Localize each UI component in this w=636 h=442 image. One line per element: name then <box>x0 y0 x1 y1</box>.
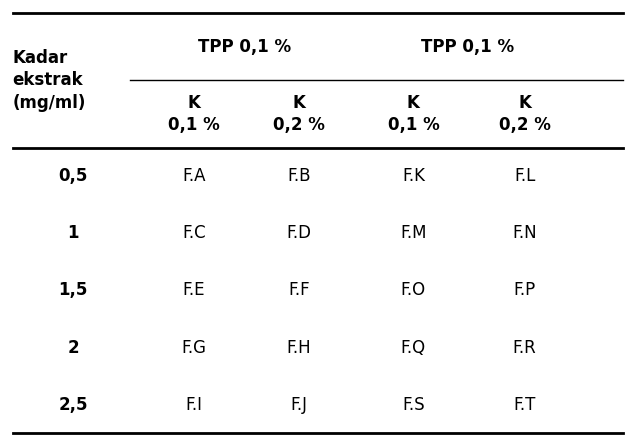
Text: K
0,2 %: K 0,2 % <box>273 94 325 134</box>
Text: K
0,1 %: K 0,1 % <box>387 94 439 134</box>
Text: F.I: F.I <box>186 396 202 414</box>
Text: TPP 0,1 %: TPP 0,1 % <box>421 38 514 56</box>
Text: F.D: F.D <box>286 224 312 242</box>
Text: 2,5: 2,5 <box>59 396 88 414</box>
Text: F.K: F.K <box>402 167 425 185</box>
Text: F.N: F.N <box>513 224 537 242</box>
Text: F.H: F.H <box>287 339 311 357</box>
Text: F.S: F.S <box>402 396 425 414</box>
Text: F.M: F.M <box>400 224 427 242</box>
Text: F.O: F.O <box>401 282 426 299</box>
Text: 2: 2 <box>67 339 79 357</box>
Text: F.F: F.F <box>288 282 310 299</box>
Text: TPP 0,1 %: TPP 0,1 % <box>198 38 291 56</box>
Text: F.G: F.G <box>181 339 207 357</box>
Text: F.L: F.L <box>514 167 536 185</box>
Text: F.A: F.A <box>183 167 205 185</box>
Text: F.T: F.T <box>513 396 536 414</box>
Text: F.R: F.R <box>513 339 537 357</box>
Text: F.E: F.E <box>183 282 205 299</box>
Text: F.C: F.C <box>182 224 206 242</box>
Text: K
0,2 %: K 0,2 % <box>499 94 551 134</box>
Text: 0,5: 0,5 <box>59 167 88 185</box>
Text: K
0,1 %: K 0,1 % <box>168 94 220 134</box>
Text: F.Q: F.Q <box>401 339 426 357</box>
Text: 1: 1 <box>67 224 79 242</box>
Text: F.B: F.B <box>287 167 310 185</box>
Text: Kadar
ekstrak
(mg/ml): Kadar ekstrak (mg/ml) <box>13 49 86 112</box>
Text: F.J: F.J <box>291 396 307 414</box>
Text: F.P: F.P <box>514 282 536 299</box>
Text: 1,5: 1,5 <box>59 282 88 299</box>
